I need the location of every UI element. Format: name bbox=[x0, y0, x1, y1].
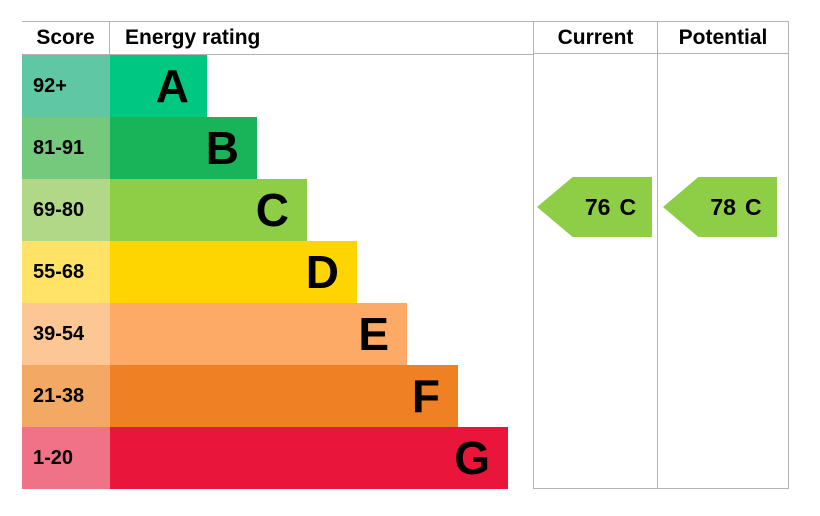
band-score-range: 39-54 bbox=[22, 303, 110, 365]
band-letter: A bbox=[155, 60, 189, 112]
band-bar: A bbox=[110, 55, 207, 117]
band-letter: G bbox=[454, 432, 490, 484]
energy-rating-column-header: Energy rating bbox=[125, 26, 261, 49]
table-header: Score Energy rating bbox=[22, 22, 533, 55]
current-column: Current 76 C bbox=[533, 22, 657, 489]
band-row-c: 69-80 C bbox=[22, 179, 533, 241]
band-letter: B bbox=[205, 122, 239, 174]
score-column-header: Score bbox=[22, 22, 110, 54]
band-letter: C bbox=[255, 184, 289, 236]
band-bar: D bbox=[110, 241, 357, 303]
band-bar: C bbox=[110, 179, 307, 241]
band-score-range: 1-20 bbox=[22, 427, 110, 489]
band-bar: G bbox=[110, 427, 508, 489]
bands: 92+ A 81-91 B 69-80 C 55-68 D 39-54 E 21-38 F 1-20 G bbox=[22, 55, 533, 489]
potential-rating-band: C bbox=[744, 193, 762, 220]
band-letter: E bbox=[358, 308, 389, 360]
band-bar: B bbox=[110, 117, 257, 179]
band-letter: D bbox=[305, 246, 339, 298]
band-row-e: 39-54 E bbox=[22, 303, 533, 365]
potential-column: Potential 78 C bbox=[657, 22, 789, 489]
band-score-range: 55-68 bbox=[22, 241, 110, 303]
bands-section: Score Energy rating 92+ A 81-91 B 69-80 C 55-6… bbox=[22, 22, 533, 489]
current-column-header: Current bbox=[534, 22, 657, 54]
band-bar: F bbox=[110, 365, 458, 427]
current-rating-band: C bbox=[619, 193, 637, 220]
current-rating-value: 76 bbox=[584, 193, 611, 220]
band-bar: E bbox=[110, 303, 407, 365]
band-score-range: 81-91 bbox=[22, 117, 110, 179]
band-score-range: 21-38 bbox=[22, 365, 110, 427]
epc-table: Score Energy rating 92+ A 81-91 B 69-80 C 55-6… bbox=[22, 21, 789, 489]
band-letter: F bbox=[411, 370, 440, 422]
potential-rating-value: 78 bbox=[710, 193, 736, 220]
band-score-range: 69-80 bbox=[22, 179, 110, 241]
band-row-d: 55-68 D bbox=[22, 241, 533, 303]
current-column-body: 76 C bbox=[534, 54, 657, 488]
band-row-g: 1-20 G bbox=[22, 427, 533, 489]
band-row-a: 92+ A bbox=[22, 55, 533, 117]
potential-column-header: Potential bbox=[658, 22, 788, 54]
potential-column-body: 78 C bbox=[658, 54, 788, 488]
potential-rating-arrow: 78 C bbox=[663, 177, 777, 237]
band-row-b: 81-91 B bbox=[22, 117, 533, 179]
band-score-range: 92+ bbox=[22, 55, 110, 117]
band-row-f: 21-38 F bbox=[22, 365, 533, 427]
current-rating-arrow: 76 C bbox=[537, 177, 652, 237]
